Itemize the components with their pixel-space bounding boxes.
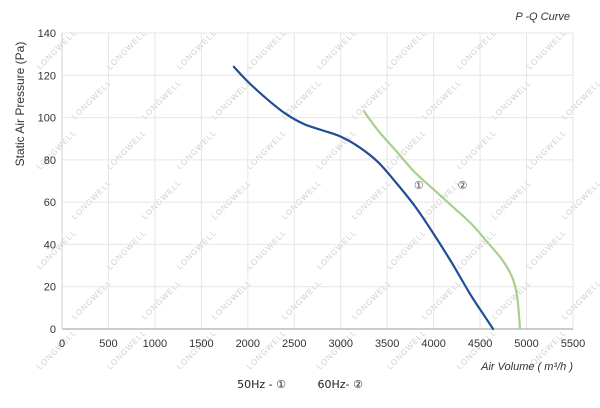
series-marker-2: ② xyxy=(458,179,468,192)
series-line-1 xyxy=(232,65,495,331)
watermark-text: LONGWELL xyxy=(70,278,113,321)
watermark-text: LONGWELL xyxy=(455,228,498,271)
y-tick-label: 120 xyxy=(38,70,56,82)
tick-labels: 0 500 1000 1500 2000 2500 3000 3500 4000 4500 5000… xyxy=(38,28,586,350)
watermark-text: LONGWELL xyxy=(210,278,253,321)
y-tick-label: 100 xyxy=(38,113,56,125)
watermark-text: LONGWELL xyxy=(210,178,253,221)
x-tick-label: 3500 xyxy=(375,338,399,350)
watermark-text: LONGWELL xyxy=(420,78,463,121)
x-tick-label: 500 xyxy=(99,338,117,350)
watermark-text: LONGWELL xyxy=(525,228,568,271)
watermark-text: LONGWELL xyxy=(455,28,498,71)
series-line-2 xyxy=(362,110,522,331)
x-tick-label: 4500 xyxy=(468,338,492,350)
grid-lines xyxy=(61,32,574,330)
watermark-text: LONGWELL xyxy=(140,178,183,221)
x-axis-title: Air Volume ( m³/h ) xyxy=(480,361,573,373)
watermark-text: LONGWELL xyxy=(280,178,323,221)
legend: 50Hz - ① 60Hz- ② xyxy=(0,378,600,391)
y-tick-label: 140 xyxy=(38,28,56,40)
y-tick-label: 80 xyxy=(44,155,56,167)
watermark-text: LONGWELL xyxy=(70,178,113,221)
x-tick-label: 0 xyxy=(59,338,65,350)
watermark-text: LONGWELL xyxy=(140,78,183,121)
x-tick-label: 1500 xyxy=(189,338,213,350)
watermark-text: LONGWELL xyxy=(175,228,218,271)
x-tick-label: 5000 xyxy=(514,338,538,350)
x-tick-label: 2500 xyxy=(282,338,306,350)
watermark-text: LONGWELL xyxy=(245,228,288,271)
watermark-text: LONGWELL xyxy=(525,128,568,171)
watermark: LONGWELL LONGWELL LONGWELL LONGWELL LONGWELL… xyxy=(35,28,600,371)
watermark-text: LONGWELL xyxy=(140,278,183,321)
watermark-text: LONGWELL xyxy=(385,28,428,71)
chart-plot: LONGWELL LONGWELL LONGWELL LONGWELL LONGWELL… xyxy=(13,11,600,373)
y-tick-label: 0 xyxy=(50,324,56,336)
y-tick-label: 60 xyxy=(44,197,56,209)
watermark-text: LONGWELL xyxy=(245,128,288,171)
legend-item-60hz: 60Hz- ② xyxy=(317,378,363,391)
watermark-text: LONGWELL xyxy=(35,328,78,371)
series-marker-1: ① xyxy=(414,179,424,192)
watermark-text: LONGWELL xyxy=(455,128,498,171)
watermark-text: LONGWELL xyxy=(280,278,323,321)
watermark-text: LONGWELL xyxy=(105,128,148,171)
x-tick-label: 5500 xyxy=(561,338,585,350)
y-tick-label: 40 xyxy=(44,239,56,251)
watermark-text: LONGWELL xyxy=(210,78,253,121)
x-tick-label: 3000 xyxy=(328,338,352,350)
legend-item-50hz: 50Hz - ① xyxy=(237,378,286,391)
watermark-text: LONGWELL xyxy=(245,28,288,71)
watermark-text: LONGWELL xyxy=(70,78,113,121)
x-tick-label: 2000 xyxy=(236,338,260,350)
watermark-text: LONGWELL xyxy=(315,28,358,71)
watermark-text: LONGWELL xyxy=(560,78,600,121)
watermark-text: LONGWELL xyxy=(105,228,148,271)
x-tick-label: 1000 xyxy=(143,338,167,350)
y-tick-label: 20 xyxy=(44,282,56,294)
watermark-text: LONGWELL xyxy=(175,128,218,171)
watermark-text: LONGWELL xyxy=(315,228,358,271)
watermark-text: LONGWELL xyxy=(175,28,218,71)
chart-title: P -Q Curve xyxy=(515,11,570,23)
watermark-text: LONGWELL xyxy=(420,278,463,321)
watermark-text: LONGWELL xyxy=(35,228,78,271)
x-tick-label: 4000 xyxy=(421,338,445,350)
watermark-text: LONGWELL xyxy=(560,278,600,321)
axes xyxy=(61,33,573,330)
watermark-text: LONGWELL xyxy=(385,228,428,271)
y-axis-title: Static Air Pressure (Pa) xyxy=(13,42,27,167)
watermark-text: LONGWELL xyxy=(35,128,78,171)
watermark-text: LONGWELL xyxy=(105,28,148,71)
series-lines xyxy=(232,65,522,331)
watermark-text: LONGWELL xyxy=(525,28,568,71)
watermark-text: LONGWELL xyxy=(560,178,600,221)
